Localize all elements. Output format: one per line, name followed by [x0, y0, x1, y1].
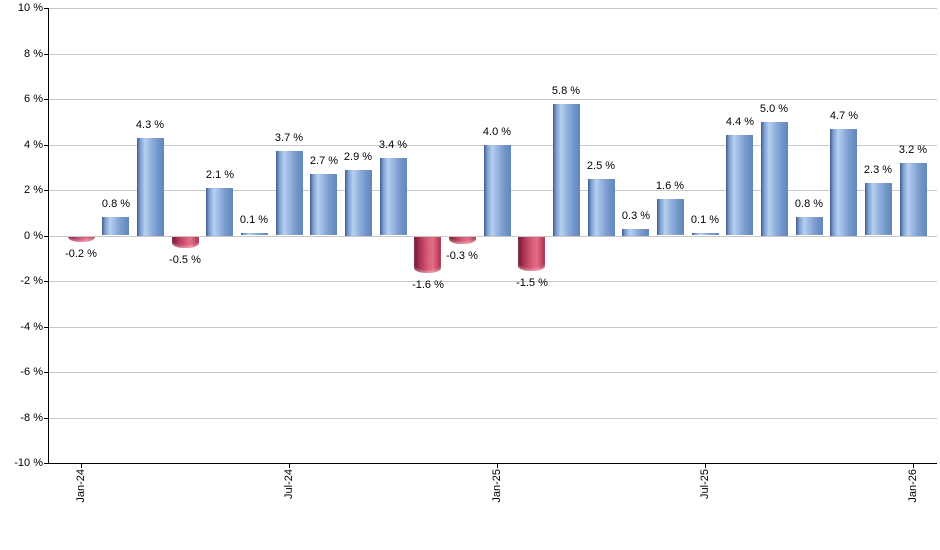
bar-value-label: -1.5 % [516, 277, 548, 289]
bar-value-label: 4.7 % [829, 110, 859, 122]
y-tick--6 [44, 372, 48, 373]
bar-value-label: 4.4 % [725, 116, 755, 128]
y-tick-8 [44, 54, 48, 55]
bar-value-label: 2.5 % [586, 160, 616, 172]
bar-22 [830, 129, 857, 236]
x-tick-Jul-24 [289, 464, 290, 468]
gridline-0 [49, 236, 937, 237]
y-tick-label: 10 % [17, 2, 43, 14]
gridline--2 [49, 281, 937, 282]
x-axis-line [48, 463, 937, 464]
bar-6 [276, 151, 303, 235]
y-tick-label: -2 % [20, 275, 43, 287]
gridline--6 [49, 372, 937, 373]
bar-value-label: 0.8 % [794, 198, 824, 210]
x-tick-label-Jul-24: Jul-24 [283, 469, 295, 499]
bar-12 [484, 145, 511, 236]
y-tick-0 [44, 236, 48, 237]
bar-value-label: 5.8 % [551, 85, 581, 97]
bar-20 [761, 122, 788, 236]
bar-value-label: -0.3 % [446, 250, 478, 262]
bar-value-label: 0.1 % [690, 214, 720, 226]
gridline--4 [49, 327, 937, 328]
bar-21 [796, 217, 823, 235]
bar-value-label: 4.0 % [482, 126, 512, 138]
bar-2 [137, 138, 164, 236]
x-tick-label-Jan-26: Jan-26 [907, 469, 919, 503]
gridline-6 [49, 99, 937, 100]
bar-value-label: -0.5 % [169, 254, 201, 266]
bar-value-label: 3.7 % [274, 132, 304, 144]
y-tick-label: 2 % [24, 184, 43, 196]
bar-value-label: 2.7 % [309, 155, 339, 167]
bar-19 [726, 135, 753, 235]
bar-8 [345, 170, 372, 236]
bar-1 [102, 217, 129, 235]
bar-14 [553, 104, 580, 236]
bar-16 [622, 229, 649, 236]
bar-11 [449, 237, 476, 244]
bar-value-label: 2.9 % [343, 151, 373, 163]
y-tick-label: 0 % [24, 230, 43, 242]
bar-value-label: 0.1 % [239, 214, 269, 226]
bar-value-label: -0.2 % [65, 248, 97, 260]
bar-4 [206, 188, 233, 236]
bar-value-label: 0.3 % [621, 210, 651, 222]
bar-value-label: 2.3 % [863, 164, 893, 176]
bar-0 [68, 237, 95, 242]
x-tick-Jan-26 [913, 464, 914, 468]
bar-value-label: 5.0 % [759, 103, 789, 115]
bar-7 [310, 174, 337, 235]
y-tick--8 [44, 418, 48, 419]
gridline-8 [49, 54, 937, 55]
gridline--8 [49, 418, 937, 419]
bar-value-label: 4.3 % [135, 119, 165, 131]
x-tick-label-Jan-24: Jan-24 [75, 469, 87, 503]
y-tick--2 [44, 281, 48, 282]
y-tick-label: -6 % [20, 366, 43, 378]
bar-18 [692, 233, 719, 235]
x-tick-Jul-25 [705, 464, 706, 468]
x-tick-Jan-25 [497, 464, 498, 468]
y-tick-label: -8 % [20, 412, 43, 424]
y-tick-4 [44, 145, 48, 146]
y-tick-label: 8 % [24, 48, 43, 60]
bar-3 [172, 237, 199, 248]
bar-24 [900, 163, 927, 236]
bar-13 [518, 237, 545, 271]
bar-17 [657, 199, 684, 235]
y-tick--4 [44, 327, 48, 328]
bar-15 [588, 179, 615, 236]
bar-value-label: 3.4 % [378, 139, 408, 151]
y-tick-6 [44, 99, 48, 100]
bar-23 [865, 183, 892, 235]
bar-value-label: 0.8 % [101, 198, 131, 210]
y-tick-2 [44, 190, 48, 191]
x-tick-Jan-24 [81, 464, 82, 468]
y-tick-label: -10 % [14, 457, 43, 469]
bar-5 [241, 233, 268, 235]
bar-value-label: 3.2 % [898, 144, 928, 156]
y-tick-label: 4 % [24, 139, 43, 151]
y-tick-10 [44, 8, 48, 9]
bar-value-label: -1.6 % [412, 279, 444, 291]
y-tick-label: 6 % [24, 93, 43, 105]
gridline-10 [49, 8, 937, 9]
y-tick--10 [44, 463, 48, 464]
x-tick-label-Jan-25: Jan-25 [491, 469, 503, 503]
bar-10 [414, 237, 441, 273]
bar-9 [380, 158, 407, 235]
y-tick-label: -4 % [20, 321, 43, 333]
y-axis-line [48, 8, 49, 464]
bar-value-label: 2.1 % [205, 169, 235, 181]
x-tick-label-Jul-25: Jul-25 [699, 469, 711, 499]
bar-value-label: 1.6 % [655, 180, 685, 192]
